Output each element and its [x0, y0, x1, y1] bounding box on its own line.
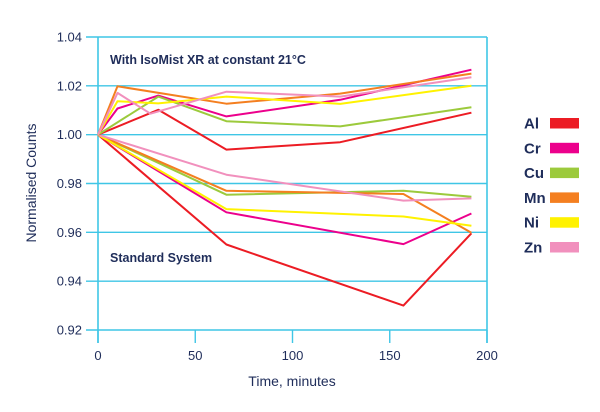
series-line-al-isomist — [97, 108, 472, 151]
series-line-ni-standard — [97, 133, 472, 227]
series-line-mn-standard — [97, 133, 472, 234]
legend-label: Al — [524, 116, 539, 133]
legend: Al Cr Cu Mn Ni Zn — [524, 116, 579, 257]
series-line-cr-isomist — [97, 68, 472, 136]
legend-label: Ni — [524, 215, 539, 232]
legend-label: Zn — [524, 240, 542, 257]
series-line-ni-isomist — [97, 84, 472, 136]
y-tick-label: 1.02 — [57, 78, 82, 93]
legend-item-zn: Zn — [524, 240, 579, 257]
legend-item-ni: Ni — [524, 215, 579, 232]
series-line-al-standard — [97, 133, 473, 307]
series-line-cr-standard — [97, 133, 472, 246]
x-axis-label: Time, minutes — [248, 373, 335, 389]
x-tick-label: 200 — [476, 348, 498, 363]
legend-swatch — [550, 167, 579, 179]
y-axis-label: Normalised Counts — [23, 123, 39, 242]
legend-label: Mn — [524, 190, 546, 207]
y-tick-labels: 0.92 0.94 0.96 0.98 1.00 1.02 1.04 — [57, 30, 82, 338]
legend-item-cr: Cr — [524, 140, 579, 157]
y-tick-label: 1.04 — [57, 30, 82, 45]
legend-swatch — [550, 118, 579, 129]
legend-label: Cr — [524, 140, 541, 157]
x-tick-label: 50 — [188, 348, 202, 363]
series-line-cu-standard — [97, 133, 472, 198]
y-tick-label: 0.94 — [57, 274, 82, 289]
series-lines — [97, 68, 473, 307]
series-line-mn-isomist — [97, 72, 472, 136]
y-tick-label: 1.00 — [57, 127, 82, 142]
legend-label: Cu — [524, 165, 544, 182]
legend-item-mn: Mn — [524, 190, 579, 207]
legend-item-cu: Cu — [524, 165, 579, 182]
annotation-isomist: With IsoMist XR at constant 21°C — [110, 53, 306, 67]
series-line-cu-isomist — [97, 95, 472, 136]
y-tick-label: 0.92 — [57, 323, 82, 338]
annotation-standard: Standard System — [110, 251, 212, 265]
legend-swatch — [550, 142, 579, 154]
series-line-zn-standard — [97, 133, 472, 202]
gridlines — [86, 36, 488, 343]
legend-item-al: Al — [524, 116, 579, 133]
y-tick-label: 0.98 — [57, 176, 82, 191]
legend-swatch — [550, 192, 579, 203]
y-tick-label: 0.96 — [57, 225, 82, 240]
x-tick-label: 0 — [94, 348, 101, 363]
legend-swatch — [550, 242, 579, 253]
x-tick-labels: 0 50 100 150 200 — [94, 348, 497, 363]
legend-swatch — [550, 217, 579, 228]
x-tick-label: 150 — [379, 348, 401, 363]
series-line-zn-isomist — [97, 76, 472, 136]
x-tick-label: 100 — [282, 348, 304, 363]
